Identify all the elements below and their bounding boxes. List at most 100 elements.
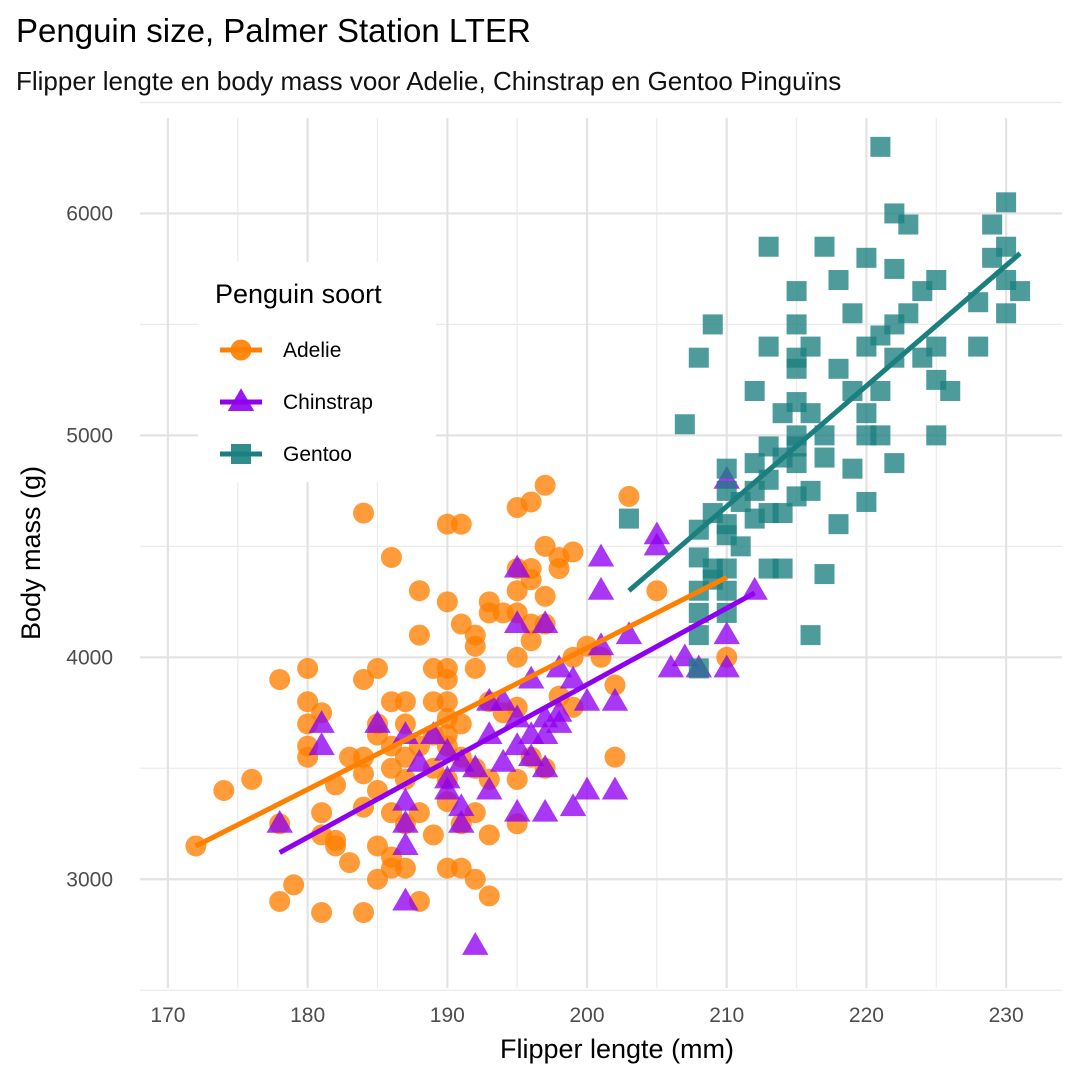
trendline-adelie [194, 575, 728, 849]
point-chinstrap [420, 721, 447, 744]
point-gentoo [968, 292, 989, 313]
point-chinstrap [643, 532, 671, 556]
point-gentoo [898, 303, 919, 324]
point-gentoo [814, 447, 835, 468]
point-chinstrap [713, 654, 740, 678]
point-adelie [562, 696, 584, 718]
point-gentoo [758, 336, 779, 357]
point-adelie [325, 835, 347, 857]
point-chinstrap [559, 793, 587, 817]
point-gentoo [702, 314, 723, 335]
point-gentoo [870, 425, 891, 446]
point-gentoo [870, 136, 891, 157]
point-adelie [618, 485, 640, 507]
point-chinstrap [266, 809, 293, 833]
x-axis-title: Flipper lengte (mm) [500, 1034, 734, 1064]
point-gentoo [772, 503, 793, 524]
point-gentoo [800, 336, 821, 357]
point-chinstrap [392, 887, 419, 911]
point-gentoo [716, 580, 737, 601]
point-chinstrap [503, 554, 531, 578]
point-adelie [408, 624, 430, 646]
point-gentoo [940, 380, 961, 401]
point-gentoo [688, 347, 709, 368]
point-gentoo [996, 303, 1017, 324]
point-gentoo [926, 336, 947, 357]
point-gentoo [744, 380, 765, 401]
point-gentoo [786, 453, 807, 474]
point-gentoo [828, 358, 849, 379]
point-chinstrap [490, 687, 517, 711]
y-axis-title: Body mass (g) [16, 466, 46, 640]
point-chinstrap [545, 654, 573, 678]
point-gentoo [814, 564, 835, 585]
legend-key-chinstrap [227, 388, 255, 411]
point-adelie [436, 669, 458, 691]
point-chinstrap [406, 748, 433, 772]
point-gentoo [800, 625, 821, 646]
point-adelie [450, 513, 472, 535]
point-chinstrap [434, 776, 461, 800]
point-adelie [366, 657, 388, 679]
legend: Penguin soort Adelie Chinstrap Gentoo [198, 262, 436, 482]
point-gentoo [674, 414, 695, 435]
point-gentoo [786, 281, 807, 302]
point-gentoo [926, 270, 947, 291]
point-adelie [311, 902, 333, 924]
point-gentoo [800, 403, 821, 424]
point-gentoo [772, 558, 793, 579]
y-tick-label: 5000 [66, 424, 113, 447]
point-chinstrap [364, 710, 391, 733]
point-gentoo [884, 453, 905, 474]
point-adelie [534, 474, 556, 496]
point-adelie [241, 768, 263, 790]
point-adelie [394, 857, 416, 879]
point-gentoo [982, 214, 1003, 235]
point-gentoo [744, 453, 765, 474]
x-tick-label: 180 [290, 1004, 325, 1027]
point-adelie [408, 580, 430, 602]
point-gentoo [996, 192, 1017, 213]
point-gentoo [870, 380, 891, 401]
point-adelie [339, 852, 361, 874]
series-gentoo [618, 136, 1031, 679]
point-gentoo [828, 514, 849, 535]
point-gentoo [688, 658, 709, 679]
point-adelie [534, 585, 556, 607]
point-chinstrap [308, 710, 335, 733]
chart-subtitle: Flipper lengte en body mass voor Adelie,… [16, 66, 842, 96]
point-chinstrap [462, 932, 489, 955]
point-chinstrap [531, 754, 559, 778]
point-chinstrap [545, 710, 573, 733]
point-gentoo [926, 425, 947, 446]
point-adelie [394, 691, 416, 713]
point-adelie [353, 502, 375, 524]
x-tick-label: 230 [989, 1004, 1024, 1027]
point-gentoo [786, 358, 807, 379]
point-adelie [464, 657, 486, 679]
chart-title: Penguin size, Palmer Station LTER [16, 12, 531, 49]
point-chinstrap [601, 687, 629, 711]
legend-key-gentoo [231, 444, 251, 464]
point-adelie [506, 768, 528, 790]
legend-title: Penguin soort [215, 279, 382, 309]
point-chinstrap [503, 610, 531, 634]
point-adelie [450, 713, 472, 735]
point-gentoo [688, 625, 709, 646]
point-chinstrap [448, 748, 475, 772]
x-tick-label: 190 [430, 1004, 465, 1027]
point-chinstrap [601, 776, 629, 800]
point-chinstrap [448, 793, 475, 817]
point-adelie [283, 874, 305, 896]
point-adelie [380, 546, 402, 568]
point-chinstrap [392, 832, 419, 855]
trendline-gentoo [627, 251, 1022, 593]
point-adelie [311, 802, 333, 824]
point-adelie [297, 657, 319, 679]
point-gentoo [842, 303, 863, 324]
point-chinstrap [573, 776, 601, 800]
point-gentoo [842, 458, 863, 479]
point-gentoo [968, 336, 989, 357]
point-chinstrap [476, 776, 503, 800]
